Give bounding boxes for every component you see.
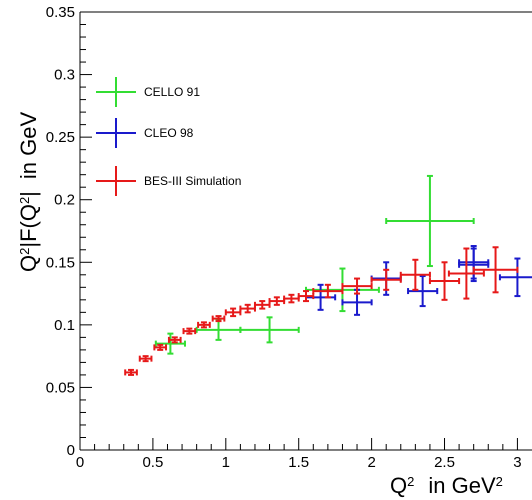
data-point [399, 258, 431, 291]
data-point [312, 283, 344, 299]
x-tick-label: 2 [367, 454, 375, 471]
y-tick-label: 0.3 [54, 67, 75, 84]
data-point [239, 303, 256, 314]
y-axis-title: Q2|F(Q2|in GeV [16, 112, 41, 272]
y-axis-title-unit: in GeV [16, 112, 41, 180]
x-tick-label: 3 [513, 454, 521, 471]
data-point [182, 327, 197, 335]
x-axis-title-unit-sup: 2 [496, 474, 503, 489]
x-axis-title-unit: in GeV [428, 473, 496, 498]
data-point [197, 321, 211, 329]
y-tick-label: 0 [67, 442, 75, 459]
data-point [428, 261, 461, 301]
data-point [283, 293, 300, 304]
series-cleo-98 [305, 245, 532, 316]
x-tick-label: 2.5 [434, 454, 455, 471]
data-point [341, 277, 373, 295]
y-axis-title-sup2: 2 [17, 197, 32, 204]
x-tick-label: 0 [76, 454, 84, 471]
x-tick-label: 1.5 [288, 454, 309, 471]
x-tick-label: 1 [222, 454, 230, 471]
x-axis-title-q: Q [390, 473, 407, 498]
data-point [138, 355, 153, 363]
data-point [297, 290, 315, 303]
legend-entry: CLEO 98 [96, 118, 194, 148]
series-layer [124, 174, 532, 376]
legend-entry: BES-III Simulation [96, 166, 241, 196]
data-point [268, 296, 286, 306]
data-point [447, 247, 485, 300]
data-point [239, 316, 300, 344]
legend-label: BES-III Simulation [144, 174, 241, 188]
data-point [385, 174, 475, 268]
y-tick-label: 0.05 [46, 379, 75, 396]
y-tick-label: 0.25 [46, 129, 75, 146]
data-point [407, 275, 439, 308]
series-bes-iii-simulation [124, 246, 519, 376]
x-tick-label: 0.5 [142, 454, 163, 471]
y-axis-title-bar: | [16, 191, 41, 197]
series-cello-91 [154, 174, 475, 355]
data-point [458, 247, 490, 283]
y-tick-label: 0.2 [54, 192, 75, 209]
data-point [498, 257, 532, 298]
legend: CELLO 91 CLEO 98 BES-III Simulation [96, 77, 241, 196]
data-point [224, 307, 242, 318]
y-tick-label: 0.15 [46, 254, 75, 271]
legend-entry: CELLO 91 [96, 77, 200, 107]
legend-label: CELLO 91 [144, 85, 200, 99]
y-axis-title-sup1: 2 [17, 248, 32, 255]
data-point [154, 332, 186, 355]
data-point [211, 315, 226, 323]
legend-label: CLEO 98 [144, 126, 194, 140]
data-point [253, 300, 271, 310]
data-point [167, 336, 182, 344]
data-point [153, 343, 168, 351]
y-axis-title-f: |F(Q [16, 204, 41, 248]
y-axis-title-q: Q [16, 255, 41, 272]
axes-group: 0 0.05 0.1 0.15 0.2 0.25 0.3 0.35 0 0.5 1 1.5 2 2.5 3 [46, 4, 532, 471]
x-axis-title-sup: 2 [407, 474, 414, 489]
data-point [472, 246, 519, 294]
x-axis-title: Q2 in GeV2 [390, 473, 503, 498]
y-tick-label: 0.1 [54, 317, 75, 334]
data-point [370, 268, 402, 291]
data-point [124, 368, 138, 376]
y-tick-label: 0.35 [46, 4, 75, 21]
data-point [341, 288, 373, 316]
